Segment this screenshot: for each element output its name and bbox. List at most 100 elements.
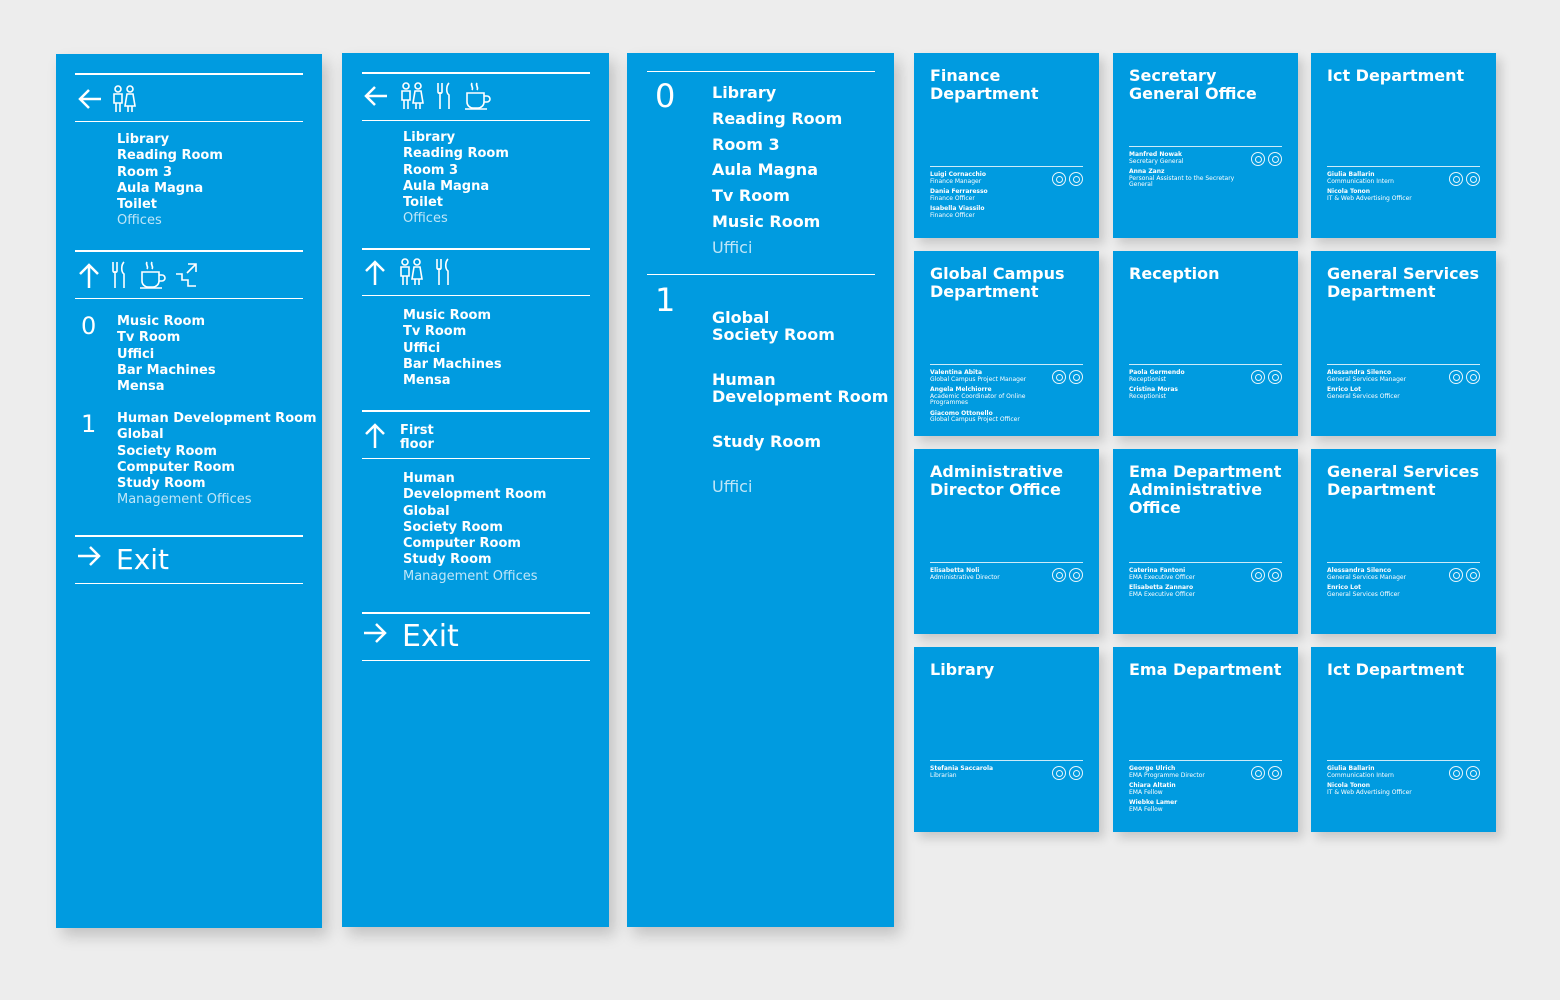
person-role: IT & Web Advertising Officer	[1327, 788, 1412, 796]
destination-list: Music Room Tv Room Uffici Bar Machines M…	[403, 308, 502, 389]
person-name: Paola Germendo	[1129, 369, 1185, 376]
person-name: Giacomo Ottonello	[930, 409, 993, 417]
person-name: Isabella Viassilo	[930, 205, 985, 212]
swirl-logo-icon	[1069, 568, 1083, 582]
plaque-people: Giulia Ballarin Communication Intern Nicol…	[1327, 171, 1437, 206]
list-item: Society Room	[117, 443, 217, 459]
divider	[362, 120, 590, 121]
person-name: Nicola Tonon	[1327, 782, 1371, 789]
plaque-person: Paola Germendo Receptionist	[1129, 369, 1239, 383]
plaque-people: George Ulrich EMA Programme Director Chiar…	[1129, 765, 1239, 817]
person-role: General Services Officer	[1327, 590, 1400, 598]
plaque-title: General Services Department	[1327, 264, 1480, 301]
person-role: Global Campus Project Officer	[930, 416, 1020, 423]
plaque-people: Manfred Nowak Secretary General Anna Zanz P…	[1129, 151, 1239, 193]
list-item: Library	[117, 132, 170, 147]
plaque-logos	[1251, 370, 1282, 384]
list-item: Development Room	[403, 487, 547, 503]
list-item: Toilet	[403, 195, 444, 211]
list-item: Reading Room	[712, 108, 843, 128]
list-item: Society Room	[403, 519, 503, 535]
person-name: Cristina Moras	[1129, 386, 1178, 393]
list-item: Study Room	[712, 432, 821, 451]
floor-number: 0	[81, 312, 97, 340]
restaurant-icon	[434, 257, 454, 287]
icon-row	[77, 84, 139, 114]
plaque-person: Alessandra Silenco General Services Manag…	[1327, 369, 1437, 383]
plaque-people: Giulia Ballarin Communication Intern Nicol…	[1327, 765, 1437, 800]
person-role: Receptionist	[1129, 392, 1167, 400]
divider	[75, 73, 303, 75]
arrow-right-icon	[76, 543, 102, 576]
swirl-logo-icon	[1069, 172, 1083, 186]
list-item: Tv Room	[117, 330, 181, 346]
plaque-person: Giacomo Ottonello Global Campus Project O…	[930, 409, 1040, 424]
person-role: General Services Officer	[1327, 392, 1400, 400]
door-plaque: Secretary General Office Manfred Nowak Sec…	[1113, 53, 1298, 238]
list-item: Global Society Room	[712, 308, 835, 344]
plaque-divider	[1129, 364, 1282, 365]
list-item: Uffici	[117, 346, 155, 362]
plaque-person: Cristina Moras Receptionist	[1129, 386, 1239, 400]
door-plaque: Ict Department Giulia Ballarin Communicati…	[1311, 53, 1496, 238]
person-name: George Ulrich	[1129, 765, 1176, 772]
plaque-people: Caterina Fantoni EMA Executive Officer Eli…	[1129, 567, 1239, 602]
floor-label-line: floor	[400, 437, 434, 452]
person-role: Global Campus Project Manager	[930, 375, 1027, 383]
divider	[362, 660, 590, 661]
plaque-logos	[1052, 766, 1083, 780]
person-name: Caterina Fantoni	[1129, 567, 1186, 574]
seal-logo-icon	[1052, 370, 1066, 384]
sign-panel-1: Library Reading Room Room 3 Aula Magna T…	[56, 54, 322, 928]
toilet-icon	[109, 84, 139, 114]
person-role: Secretary General	[1129, 157, 1184, 165]
plaque-divider	[1327, 760, 1480, 761]
restaurant-icon	[435, 81, 455, 111]
plaque-divider	[1327, 166, 1480, 167]
coffee-icon	[138, 260, 166, 290]
list-item: Computer Room	[117, 459, 235, 475]
person-role: Librarian	[930, 771, 957, 779]
list-item: Aula Magna	[117, 180, 204, 196]
list-item: Human	[403, 471, 455, 486]
floor-number: 1	[81, 410, 97, 438]
person-role: EMA Executive Officer	[1129, 573, 1196, 581]
plaque-logos	[1251, 766, 1282, 780]
door-plaque: Administrative Director Office Elisabetta…	[914, 449, 1099, 634]
seal-logo-icon	[1052, 568, 1066, 582]
seal-logo-icon	[1251, 568, 1265, 582]
swirl-logo-icon	[1268, 568, 1282, 582]
plaque-title: Secretary General Office	[1129, 66, 1257, 103]
stairs-icon	[174, 260, 202, 290]
divider	[362, 72, 590, 74]
plaque-people: Alessandra Silenco General Services Manag…	[1327, 369, 1437, 404]
plaque-person: Anna Zanz Personal Assistant to the Secre…	[1129, 168, 1239, 189]
list-item: Aula Magna	[403, 178, 490, 194]
door-plaque: General Services Department Alessandra Si…	[1311, 251, 1496, 436]
plaque-people: Luigi Cornacchio Finance Manager Dania Fer…	[930, 171, 1040, 223]
plaque-divider	[930, 166, 1083, 167]
plaque-person: Chiara Altatin EMA Fellow	[1129, 782, 1239, 796]
swirl-logo-icon	[1466, 370, 1480, 384]
list-item: Management Offices	[403, 568, 538, 584]
list-item: Music Room	[403, 308, 492, 323]
sign-panel-2: Library Reading Room Room 3 Aula Magna T…	[342, 53, 609, 927]
person-role: Administrative Director	[930, 573, 1000, 581]
arrow-up-icon	[362, 258, 388, 286]
door-plaque: Ema Department George Ulrich EMA Programme…	[1113, 647, 1298, 832]
plaque-person: Caterina Fantoni EMA Executive Officer	[1129, 567, 1239, 581]
plaque-person: Wiebke Lamer EMA Fellow	[1129, 799, 1239, 813]
plaque-person: Angela Melchiorre Academic Coordinator of…	[930, 386, 1040, 407]
list-item: Music Room	[117, 314, 206, 329]
divider	[362, 612, 590, 614]
list-item: Computer Room	[403, 536, 521, 552]
destination-list: Human Development Room Global Society Ro…	[117, 411, 317, 509]
plaque-divider	[1327, 364, 1480, 365]
plaque-logos	[1449, 568, 1480, 582]
plaque-title: Ict Department	[1327, 660, 1465, 679]
floor-label: First floor	[400, 424, 434, 452]
plaque-person: Dania Ferraresso Finance Officer	[930, 188, 1040, 202]
plaque-title: General Services Department	[1327, 462, 1480, 499]
person-role: General Services Manager	[1327, 573, 1407, 581]
plaque-title: Finance Department	[930, 66, 1039, 103]
